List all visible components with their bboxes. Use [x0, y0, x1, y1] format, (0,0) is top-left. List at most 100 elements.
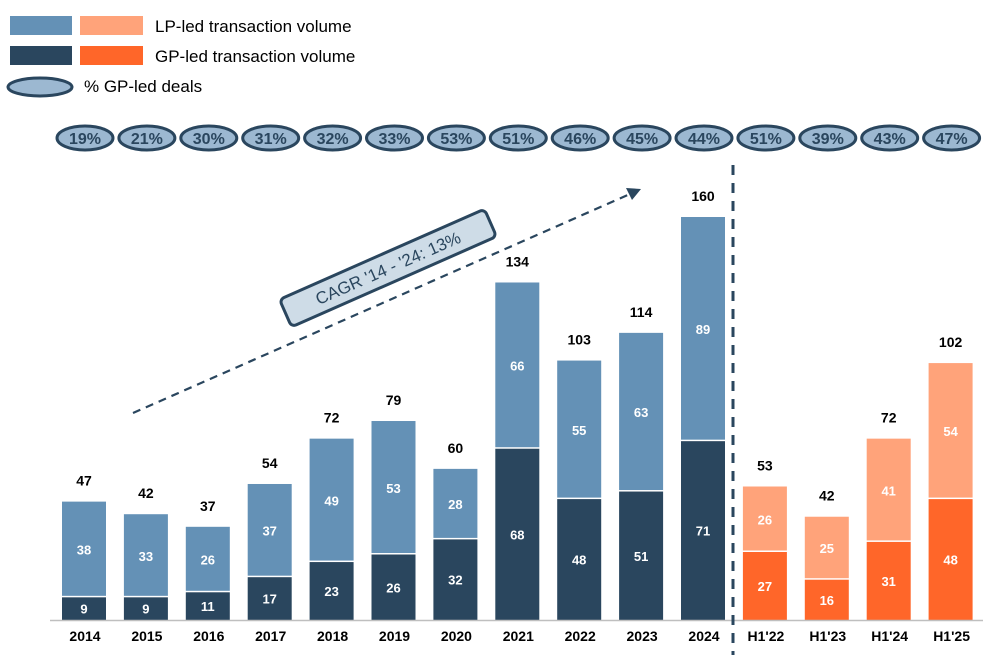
bar-gp-led: [309, 562, 354, 620]
legend-label-gp: GP-led transaction volume: [155, 47, 355, 66]
data-label-gp: 48: [572, 553, 586, 568]
arrow-head-icon: [626, 188, 641, 200]
legend: LP-led transaction volume GP-led transac…: [6, 16, 355, 98]
data-label-gp: 16: [820, 593, 834, 608]
gp-pct-label: 31%: [255, 131, 287, 148]
gp-pct-label: 43%: [874, 131, 906, 148]
bar-group: 48 54 102 H1'25: [928, 334, 973, 644]
data-label-lp: 26: [201, 553, 215, 568]
bar-lp-led: [557, 360, 602, 498]
bar-group: 32 28 60 2020: [433, 440, 478, 644]
bar-group: 27 26 53 H1'22: [742, 458, 787, 644]
bar-lp-led: [185, 526, 230, 591]
data-label-gp: 32: [448, 573, 462, 588]
gp-pct-label: 39%: [812, 131, 844, 148]
bar-group: 48 55 103 2022: [557, 332, 602, 644]
bar-group: 11 26 37 2016: [185, 498, 230, 644]
bar-gp-led: [866, 541, 911, 620]
data-label-lp: 63: [634, 405, 648, 420]
data-label-gp: 17: [262, 592, 276, 607]
data-label-total: 47: [76, 473, 92, 489]
data-label-lp: 53: [386, 481, 400, 496]
gp-pct-label: 30%: [193, 131, 225, 148]
bar-lp-led: [681, 217, 725, 440]
bar-group: 26 53 79 2019: [371, 392, 416, 644]
x-tick-label: 2020: [441, 628, 472, 644]
gp-pct-oval: 51%: [736, 124, 796, 152]
data-label-gp: 31: [881, 574, 895, 589]
gp-pct-oval: 47%: [922, 124, 982, 152]
data-label-lp: 37: [262, 524, 276, 539]
x-tick-label: 2016: [193, 628, 224, 644]
legend-swatch-lp-annual: [10, 16, 72, 35]
x-tick-label: 2024: [688, 628, 719, 644]
bar-group: 17 37 54 2017: [247, 455, 292, 644]
gp-pct-ovals: 19% 21% 30% 31% 32% 33% 53% 51% 46% 45% 44% 51% 39% 4…: [55, 124, 982, 152]
gp-pct-label: 21%: [131, 131, 163, 148]
gp-pct-label: 46%: [564, 131, 596, 148]
bar-lp-led: [123, 514, 168, 596]
bar-lp-led: [866, 438, 911, 541]
x-tick-label: H1'25: [933, 628, 970, 644]
gp-pct-oval: 30%: [179, 124, 239, 152]
bar-gp-led: [804, 579, 849, 620]
gp-pct-oval: 51%: [488, 124, 548, 152]
bar-gp-led: [185, 592, 230, 620]
gp-pct-label: 44%: [688, 131, 720, 148]
data-label-total: 72: [881, 410, 897, 426]
bar-gp-led: [62, 597, 106, 620]
gp-pct-oval: 45%: [612, 124, 672, 152]
data-label-lp: 26: [758, 512, 772, 527]
data-label-lp: 28: [448, 497, 462, 512]
data-label-gp: 27: [758, 579, 772, 594]
gp-pct-label: 45%: [626, 131, 658, 148]
bar-lp-led: [804, 516, 849, 579]
data-label-total: 53: [757, 458, 773, 474]
gp-pct-oval: 46%: [550, 124, 610, 152]
data-label-total: 134: [506, 253, 530, 269]
data-label-total: 54: [262, 455, 278, 471]
data-label-lp: 38: [77, 542, 91, 557]
data-label-gp: 68: [510, 527, 524, 542]
legend-swatch-lp-h1: [80, 16, 143, 35]
data-label-total: 102: [939, 334, 963, 350]
data-label-total: 160: [691, 188, 715, 204]
x-tick-label: 2018: [317, 628, 348, 644]
data-label-lp: 54: [943, 424, 958, 439]
x-tick-label: 2017: [255, 628, 286, 644]
bar-lp-led: [433, 468, 478, 538]
bar-lp-led: [619, 332, 664, 491]
x-tick-label: 2015: [131, 628, 162, 644]
bar-gp-led: [247, 577, 292, 620]
bar-lp-led: [247, 483, 292, 576]
x-tick-label: 2019: [379, 628, 410, 644]
gp-pct-oval: 53%: [426, 124, 486, 152]
data-label-total: 60: [448, 440, 464, 456]
bar-gp-led: [928, 499, 973, 620]
x-tick-label: 2022: [565, 628, 596, 644]
bar-lp-led: [495, 282, 540, 448]
gp-pct-oval: 19%: [55, 124, 115, 152]
legend-label-lp: LP-led transaction volume: [155, 17, 352, 36]
bar-group: 9 38 47 2014: [62, 473, 106, 644]
gp-pct-label: 19%: [69, 131, 101, 148]
gp-pct-label: 33%: [378, 131, 410, 148]
x-tick-label: 2023: [627, 628, 658, 644]
legend-oval-pct: [6, 76, 74, 98]
bar-group: 51 63 114 2023: [619, 304, 664, 644]
data-label-total: 42: [819, 488, 835, 504]
x-tick-label: 2014: [69, 628, 100, 644]
bar-group: 71 89 160 2024: [681, 188, 725, 644]
data-label-gp: 51: [634, 549, 648, 564]
bar-group: 68 66 134 2021: [495, 253, 540, 644]
legend-swatch-gp-annual: [10, 46, 72, 65]
legend-label-pct: % GP-led deals: [84, 77, 202, 96]
data-label-total: 72: [324, 410, 340, 426]
data-label-total: 114: [630, 304, 653, 320]
data-label-gp: 48: [943, 553, 957, 568]
bar-gp-led: [123, 597, 168, 620]
gp-pct-oval: 44%: [674, 124, 734, 152]
bar-lp-led: [309, 438, 354, 561]
bars: 9 38 47 2014 9 33 42 2015 11 26 37 2016 17 37 54 2017 23…: [62, 188, 973, 644]
